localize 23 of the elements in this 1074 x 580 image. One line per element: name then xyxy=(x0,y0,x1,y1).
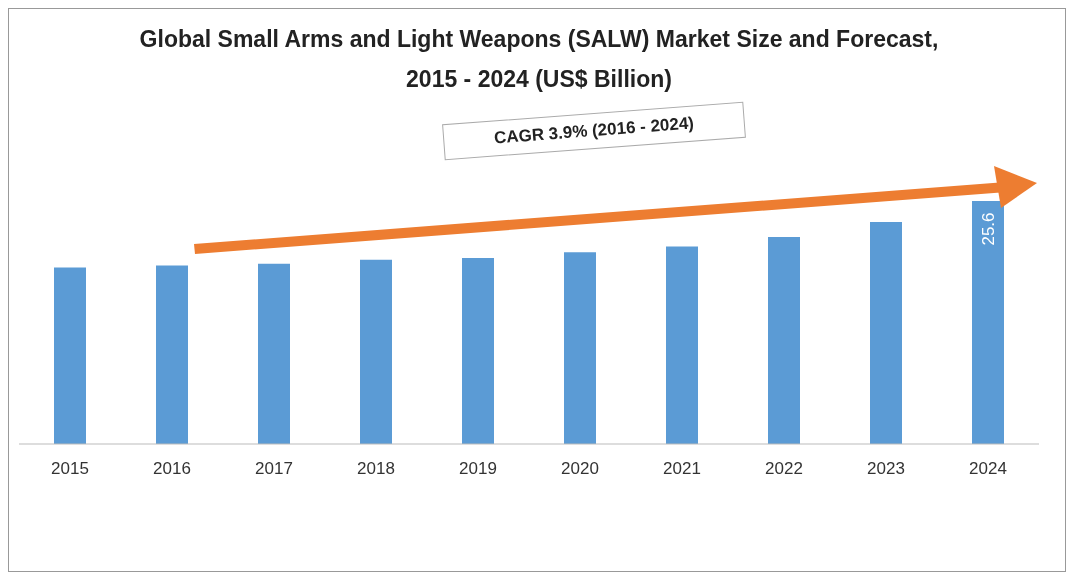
x-tick-label: 2016 xyxy=(153,459,191,479)
x-tick-label: 2018 xyxy=(357,459,395,479)
x-tick-label: 2019 xyxy=(459,459,497,479)
x-tick-label: 2022 xyxy=(765,459,803,479)
text-box: CAGR 3.9% (2016 - 2024) xyxy=(442,101,746,161)
x-tick-label: 2023 xyxy=(867,459,905,479)
x-tick-label: 2021 xyxy=(663,459,701,479)
bar xyxy=(666,246,698,444)
chart-title: Global Small Arms and Light Weapons (SALW) Market Size and Forecast, 2015 - 2024 (US$ Billion) xyxy=(138,25,940,94)
bar xyxy=(564,252,596,444)
bar xyxy=(462,257,494,444)
bar xyxy=(258,263,290,444)
bar xyxy=(156,265,188,444)
bar xyxy=(54,267,86,444)
bar xyxy=(972,201,1004,444)
data-label: 25.6 xyxy=(978,212,998,246)
x-tick-label: 2024 xyxy=(969,459,1007,479)
x-tick-label: 2015 xyxy=(51,459,89,479)
bar xyxy=(768,237,800,444)
bar xyxy=(360,259,392,444)
x-tick-label: 2017 xyxy=(255,459,293,479)
x-tick-label: 2020 xyxy=(561,459,599,479)
bar xyxy=(870,221,902,444)
